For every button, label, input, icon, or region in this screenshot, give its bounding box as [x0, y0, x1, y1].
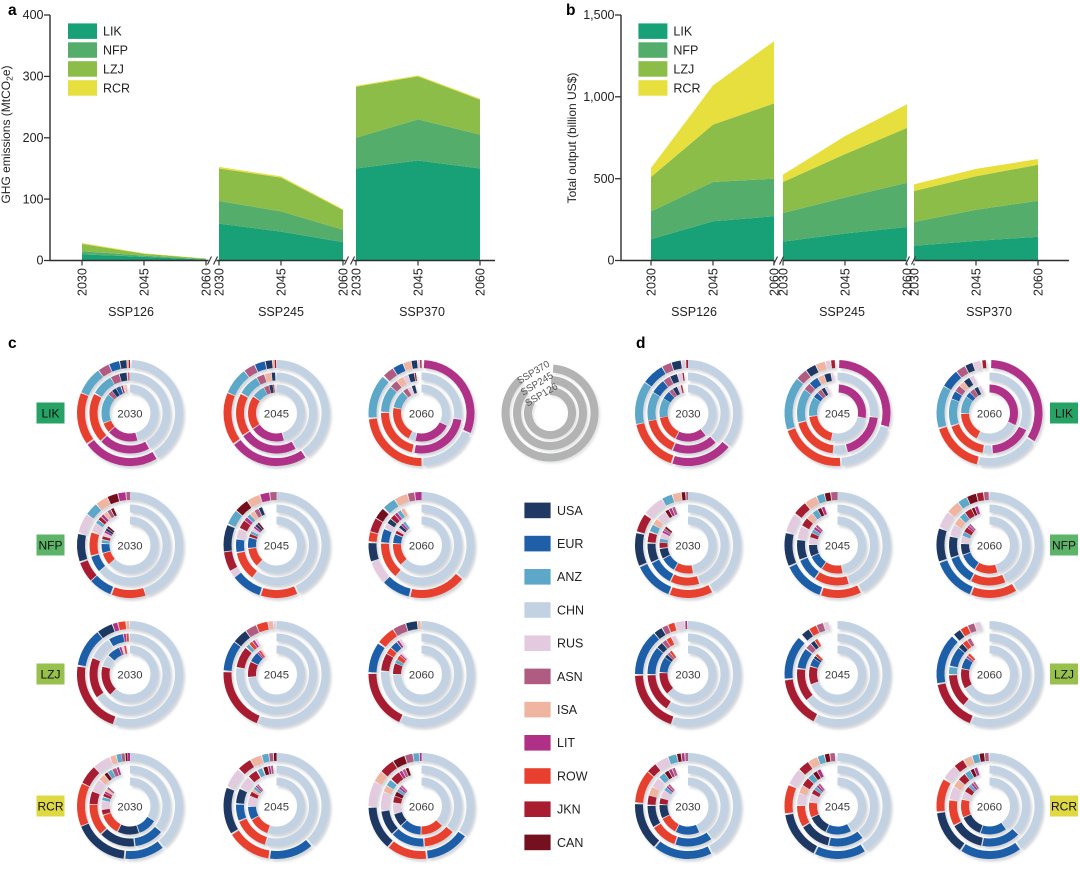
- svg-text:SSP370: SSP370: [966, 305, 1012, 319]
- svg-text:2045: 2045: [275, 268, 289, 296]
- svg-text:SSP245: SSP245: [258, 305, 304, 319]
- svg-text:2060: 2060: [409, 541, 434, 553]
- svg-text:2060: 2060: [200, 268, 214, 296]
- svg-text:CHN: CHN: [557, 603, 584, 617]
- svg-text:2030: 2030: [675, 670, 700, 682]
- svg-text:LIT: LIT: [557, 736, 575, 750]
- svg-text:LIK: LIK: [1055, 406, 1073, 420]
- svg-text:2030: 2030: [908, 268, 922, 296]
- svg-text:2045: 2045: [412, 268, 426, 296]
- svg-text:d: d: [636, 335, 645, 352]
- svg-text:2060: 2060: [977, 802, 1002, 814]
- svg-text:2060: 2060: [409, 409, 434, 421]
- svg-text:2045: 2045: [839, 268, 853, 296]
- svg-text:200: 200: [23, 131, 44, 145]
- svg-text:2045: 2045: [264, 670, 289, 682]
- svg-text:ROW: ROW: [557, 769, 588, 783]
- svg-text:2060: 2060: [977, 409, 1002, 421]
- svg-text:Total output (billion US$): Total output (billion US$): [565, 73, 579, 204]
- svg-text:2045: 2045: [825, 541, 850, 553]
- svg-text:0: 0: [608, 254, 615, 268]
- svg-text:ASN: ASN: [557, 670, 583, 684]
- svg-text:a: a: [8, 2, 17, 19]
- svg-text:2060: 2060: [768, 268, 782, 296]
- svg-text:LZJ: LZJ: [1054, 667, 1074, 681]
- svg-text:USA: USA: [557, 504, 583, 518]
- svg-text:LZJ: LZJ: [103, 63, 124, 77]
- svg-text:CAN: CAN: [557, 836, 583, 850]
- svg-text:2045: 2045: [138, 268, 152, 296]
- svg-text:2060: 2060: [901, 268, 915, 296]
- svg-text:2045: 2045: [264, 409, 289, 421]
- svg-text:RCR: RCR: [673, 82, 700, 96]
- svg-text:SSP370: SSP370: [399, 305, 445, 319]
- svg-text:2030: 2030: [117, 541, 142, 553]
- svg-text:2030: 2030: [675, 541, 700, 553]
- svg-text:LZJ: LZJ: [40, 667, 60, 681]
- svg-text:0: 0: [37, 254, 44, 268]
- svg-text:2060: 2060: [409, 802, 434, 814]
- svg-text:GHG emissions (MtCO2e): GHG emissions (MtCO2e): [0, 65, 15, 203]
- svg-text:RCR: RCR: [38, 799, 64, 813]
- svg-text:2045: 2045: [264, 541, 289, 553]
- svg-text:LIK: LIK: [103, 25, 122, 39]
- svg-text:2045: 2045: [825, 670, 850, 682]
- svg-text:RCR: RCR: [103, 82, 130, 96]
- svg-text:2030: 2030: [117, 670, 142, 682]
- svg-text:2045: 2045: [825, 802, 850, 814]
- svg-text:JKN: JKN: [557, 803, 581, 817]
- svg-text:2030: 2030: [213, 268, 227, 296]
- svg-text:2045: 2045: [825, 409, 850, 421]
- svg-text:LIK: LIK: [673, 25, 692, 39]
- svg-text:SSP245: SSP245: [819, 305, 865, 319]
- svg-text:1,000: 1,000: [583, 90, 614, 104]
- svg-text:2060: 2060: [474, 268, 488, 296]
- svg-text:ANZ: ANZ: [557, 570, 582, 584]
- svg-text:b: b: [566, 2, 575, 19]
- svg-text:SSP126: SSP126: [108, 305, 154, 319]
- svg-text:2060: 2060: [977, 541, 1002, 553]
- svg-text:2030: 2030: [350, 268, 364, 296]
- svg-text:2030: 2030: [675, 409, 700, 421]
- svg-text:2045: 2045: [707, 268, 721, 296]
- svg-text:RCR: RCR: [1051, 799, 1077, 813]
- svg-text:2030: 2030: [777, 268, 791, 296]
- svg-text:RUS: RUS: [557, 637, 583, 651]
- svg-text:2030: 2030: [645, 268, 659, 296]
- svg-text:ISA: ISA: [557, 703, 578, 717]
- svg-text:2060: 2060: [409, 670, 434, 682]
- svg-text:LZJ: LZJ: [673, 63, 694, 77]
- svg-text:100: 100: [23, 192, 44, 206]
- svg-text:2060: 2060: [1032, 268, 1046, 296]
- svg-text:NFP: NFP: [1052, 538, 1076, 552]
- svg-text:2030: 2030: [117, 802, 142, 814]
- svg-text:2060: 2060: [337, 268, 351, 296]
- svg-text:2030: 2030: [76, 268, 90, 296]
- svg-text:c: c: [8, 335, 17, 352]
- svg-text:300: 300: [23, 70, 44, 84]
- svg-text:2030: 2030: [117, 409, 142, 421]
- svg-text:2045: 2045: [970, 268, 984, 296]
- svg-text:1,500: 1,500: [583, 8, 614, 22]
- svg-text:EUR: EUR: [557, 537, 583, 551]
- svg-text:NFP: NFP: [39, 538, 63, 552]
- svg-text:2060: 2060: [977, 670, 1002, 682]
- svg-text:NFP: NFP: [103, 44, 128, 58]
- svg-text:SSP126: SSP126: [671, 305, 717, 319]
- svg-text:400: 400: [23, 8, 44, 22]
- svg-text:LIK: LIK: [41, 406, 59, 420]
- svg-text:2030: 2030: [675, 802, 700, 814]
- svg-text:2045: 2045: [264, 802, 289, 814]
- svg-text:NFP: NFP: [673, 44, 698, 58]
- svg-text:500: 500: [594, 172, 615, 186]
